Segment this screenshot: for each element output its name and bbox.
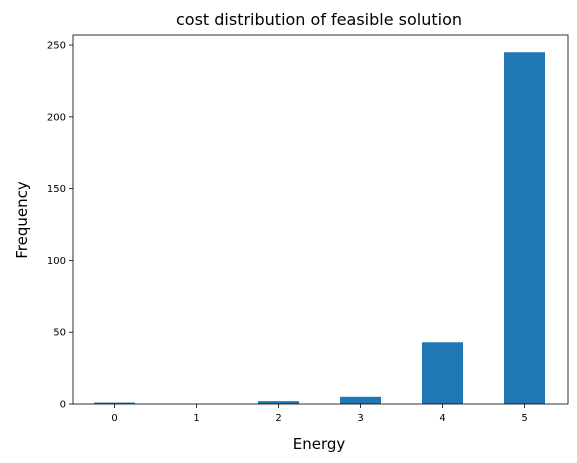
y-tick-label: 200 (47, 112, 66, 123)
x-tick-label: 3 (357, 413, 363, 424)
plot-frame (72, 34, 569, 405)
bar-0 (94, 402, 135, 404)
y-axis-title: Frequency (13, 181, 31, 259)
bar-2 (258, 401, 299, 404)
y-axis-ticks: 0 50 100 150 200 250 (47, 41, 73, 411)
x-axis-title: Energy (293, 435, 346, 453)
x-tick-label: 2 (275, 413, 281, 424)
bar-5 (504, 52, 545, 404)
y-tick-label: 0 (60, 400, 66, 411)
x-tick-label: 4 (439, 413, 445, 424)
x-axis-ticks: 0 1 2 3 4 5 (111, 404, 528, 424)
bars-group (94, 52, 545, 404)
y-tick-label: 50 (53, 328, 66, 339)
y-tick-label: 150 (47, 184, 66, 195)
x-tick-label: 1 (193, 413, 199, 424)
x-tick-label: 0 (111, 413, 117, 424)
y-tick-label: 100 (47, 256, 66, 267)
x-tick-label: 5 (521, 413, 527, 424)
bar-4 (422, 342, 463, 404)
y-tick-label: 250 (47, 41, 66, 52)
chart-title: cost distribution of feasible solution (176, 10, 462, 29)
bar-3 (340, 396, 381, 404)
